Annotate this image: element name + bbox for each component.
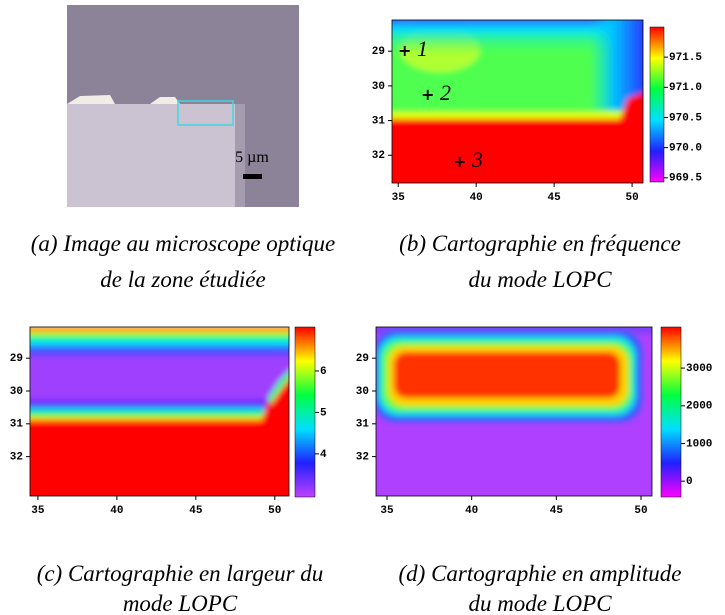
x-tick-label: 45: [550, 505, 564, 517]
x-tick-label: 50: [268, 505, 281, 517]
colorbar-tick-label: 970.5: [669, 112, 702, 124]
colorbar-tick-label: 970.0: [669, 143, 702, 155]
microscope-image: 5 µm: [67, 5, 299, 207]
caption: (a) Image au microscope optique: [31, 231, 335, 256]
colorbar: [294, 326, 316, 498]
x-tick-label: 35: [380, 505, 394, 517]
heatmap: [30, 327, 289, 496]
caption: (c) Cartographie en largeur du: [37, 561, 324, 586]
scale-bar-label: 5 µm: [235, 149, 269, 166]
y-tick-label: 31: [10, 419, 24, 431]
colorbar-tick-label: 5: [320, 407, 327, 419]
colorbar-tick-label: 1000: [686, 438, 712, 450]
colorbar: [660, 326, 682, 498]
caption: du mode LOPC: [468, 267, 612, 292]
x-tick-label: 45: [189, 505, 203, 517]
y-tick-label: 31: [356, 419, 370, 431]
point-label: + 3: [453, 147, 483, 172]
y-tick-label: 32: [10, 452, 23, 464]
y-tick-label: 29: [10, 353, 23, 365]
point-label: + 1: [398, 36, 428, 61]
x-tick-label: 40: [470, 192, 483, 204]
plot-frame: [375, 326, 653, 497]
caption: mode LOPC: [123, 591, 238, 615]
x-tick-label: 35: [392, 192, 406, 204]
colorbar-tick-label: 969.5: [669, 173, 702, 185]
caption: de la zone étudiée: [100, 267, 265, 292]
y-tick-label: 32: [356, 452, 369, 464]
x-tick-label: 45: [548, 192, 562, 204]
y-tick-label: 30: [372, 81, 385, 93]
colorbar-tick-label: 0: [686, 476, 693, 488]
y-tick-label: 29: [372, 46, 385, 58]
x-tick-label: 40: [110, 505, 123, 517]
x-tick-label: 35: [31, 505, 45, 517]
x-tick-label: 50: [625, 192, 638, 204]
colorbar-tick-label: 3000: [686, 363, 712, 375]
colorbar-tick-label: 971.0: [669, 82, 702, 94]
caption: du mode LOPC: [468, 591, 612, 615]
x-tick-label: 40: [465, 505, 478, 517]
plot-frame: [29, 326, 290, 497]
y-tick-label: 31: [372, 115, 386, 127]
colorbar-tick-label: 971.5: [669, 52, 702, 64]
colorbar: [649, 26, 665, 183]
point-markers: + 1 + 2 + 3: [398, 36, 483, 172]
caption: (b) Cartographie en fréquence: [399, 231, 681, 256]
x-tick-label: 50: [634, 505, 647, 517]
y-tick-label: 29: [356, 353, 369, 365]
y-tick-label: 30: [10, 386, 23, 398]
heatmap: [376, 327, 652, 496]
colorbar-tick-label: 2000: [686, 401, 712, 413]
point-number: 1: [417, 36, 428, 61]
heatmap: [392, 20, 643, 183]
caption: (d) Cartographie en amplitude: [399, 561, 682, 586]
y-tick-label: 30: [356, 386, 369, 398]
colorbar-tick-label: 4: [320, 449, 327, 461]
point-label: + 2: [421, 80, 451, 105]
point-number: 2: [440, 80, 451, 105]
y-tick-label: 32: [372, 150, 385, 162]
colorbar-tick-label: 6: [320, 366, 327, 378]
plot-frame: [391, 19, 644, 184]
point-number: 3: [471, 147, 483, 172]
